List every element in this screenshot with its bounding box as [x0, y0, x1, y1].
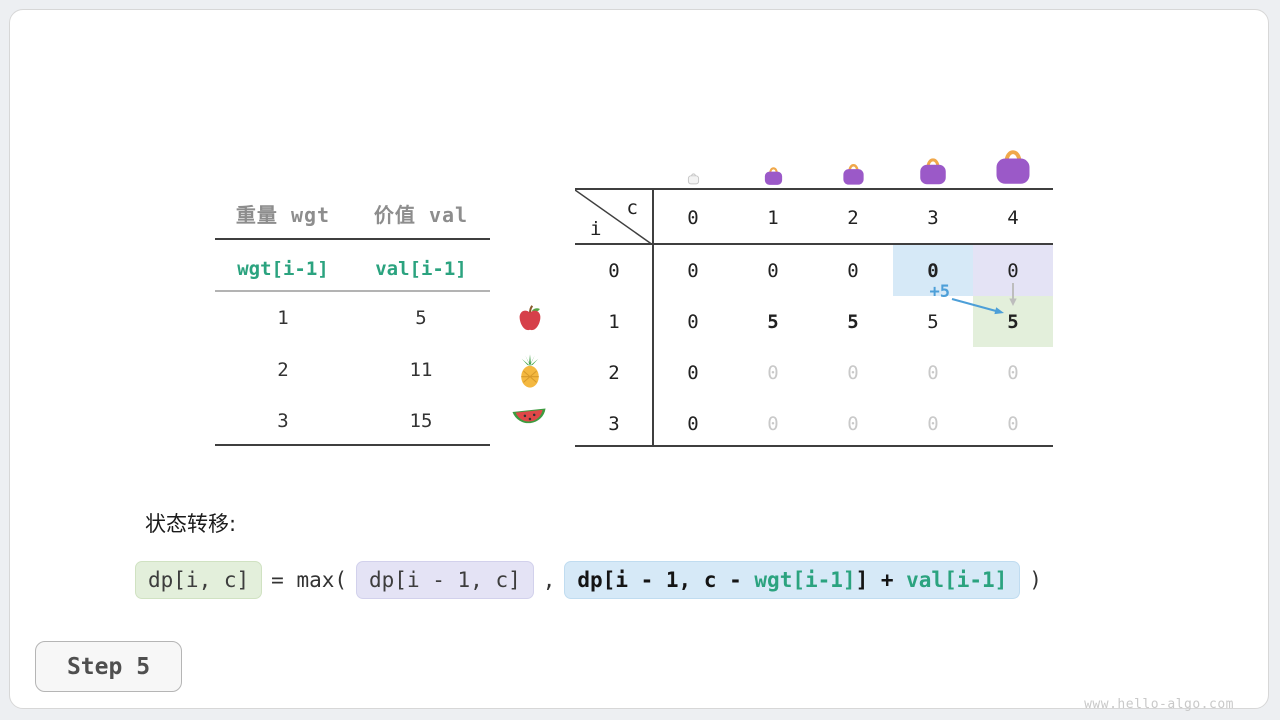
state-transition-formula: dp[i, c] = max( dp[i - 1, c] , dp[i - 1,…	[135, 561, 1042, 599]
item-row-val: 11	[409, 359, 433, 381]
dp-header-rule	[575, 243, 1053, 245]
dp-cell-3-0: 0	[687, 412, 699, 435]
transition-title: 状态转移:	[145, 512, 237, 536]
dp-row-header: 2	[608, 361, 620, 384]
bag-icon-tiny	[687, 173, 700, 185]
items-formula-val: val[i-1]	[375, 258, 467, 280]
dp-col-variable: c	[626, 197, 638, 219]
dp-cell-1-2: 5	[847, 310, 859, 333]
dp-col-header: 2	[847, 206, 859, 229]
arg2-val: val[i-1]	[906, 568, 1008, 592]
items-header-weight: 重量 wgt	[235, 203, 331, 227]
formula-arg1-chip: dp[i - 1, c]	[356, 561, 534, 599]
dp-cell-1-1: 5	[767, 310, 779, 333]
corner-diagonal	[575, 190, 653, 245]
dp-bottom-rule	[575, 445, 1053, 447]
bag-icon-large	[918, 158, 948, 186]
dp-row-variable: i	[590, 218, 602, 240]
dp-cell-2-1: 0	[767, 361, 779, 384]
dp-cell-2-4: 0	[1007, 361, 1019, 384]
item-row-val: 15	[409, 410, 433, 432]
watermelon-icon	[512, 408, 546, 424]
bag-icon-medium	[842, 164, 865, 186]
formula-comma: ,	[542, 568, 556, 592]
formula-close-paren: )	[1029, 568, 1042, 592]
watermark: www.hello-algo.com	[1084, 697, 1234, 712]
formula-arg2-chip: dp[i - 1, c - wgt[i-1]] + val[i-1]	[564, 561, 1021, 599]
item-row-wgt: 3	[277, 410, 289, 432]
items-formula-wgt: wgt[i-1]	[237, 258, 329, 280]
dp-top-rule	[575, 188, 1053, 190]
transition-gain-label: +5	[929, 282, 950, 302]
items-formula-rule	[215, 290, 490, 292]
dp-vertical-rule	[652, 188, 654, 447]
dp-col-header: 1	[767, 206, 779, 229]
arg2-part3: ] +	[855, 568, 907, 592]
diagonal-arrow-icon	[951, 297, 997, 313]
bag-icon-xlarge	[994, 150, 1032, 186]
dp-corner-cell: c i	[575, 190, 653, 245]
bag-icon-small	[763, 167, 784, 186]
dp-cell-1-0: 0	[687, 310, 699, 333]
dp-row-header: 0	[608, 259, 620, 282]
items-header-value: 价值 val	[373, 203, 469, 227]
dp-cell-1-3: 5	[927, 310, 939, 333]
dp-cell-0-1: 0	[767, 259, 779, 282]
dp-row-header: 1	[608, 310, 620, 333]
apple-icon	[519, 305, 541, 331]
dp-col-header: 4	[1007, 206, 1019, 229]
dp-cell-2-2: 0	[847, 361, 859, 384]
dp-cell-0-3: 0	[893, 245, 973, 296]
dp-cell-3-1: 0	[767, 412, 779, 435]
dp-cell-2-0: 0	[687, 361, 699, 384]
dp-cell-0-0: 0	[687, 259, 699, 282]
items-header-rule	[215, 238, 490, 240]
dp-row-header: 3	[608, 412, 620, 435]
step-badge: Step 5	[35, 641, 182, 692]
dp-cell-3-2: 0	[847, 412, 859, 435]
dp-cell-3-3: 0	[927, 412, 939, 435]
transition-arrows	[951, 283, 1017, 315]
dp-cell-0-2: 0	[847, 259, 859, 282]
pineapple-icon	[521, 354, 539, 388]
dp-cell-2-3: 0	[927, 361, 939, 384]
dp-table: c i 0 1 2 3 4 0 0 0 0 0 0 1 0 5 5 5 5 2 …	[575, 190, 1053, 449]
formula-eq-max: = max(	[271, 568, 348, 592]
dp-cell-3-4: 0	[1007, 412, 1019, 435]
item-row-val: 5	[415, 307, 427, 329]
item-row-wgt: 1	[277, 307, 289, 329]
item-row-wgt: 2	[277, 359, 289, 381]
arg2-wgt: wgt[i-1]	[754, 568, 856, 592]
dp-col-header: 3	[927, 206, 939, 229]
dp-col-header: 0	[687, 206, 699, 229]
formula-lhs-chip: dp[i, c]	[135, 561, 263, 599]
items-bottom-rule	[215, 444, 490, 446]
arg2-part1: dp[i - 1, c -	[577, 568, 755, 592]
